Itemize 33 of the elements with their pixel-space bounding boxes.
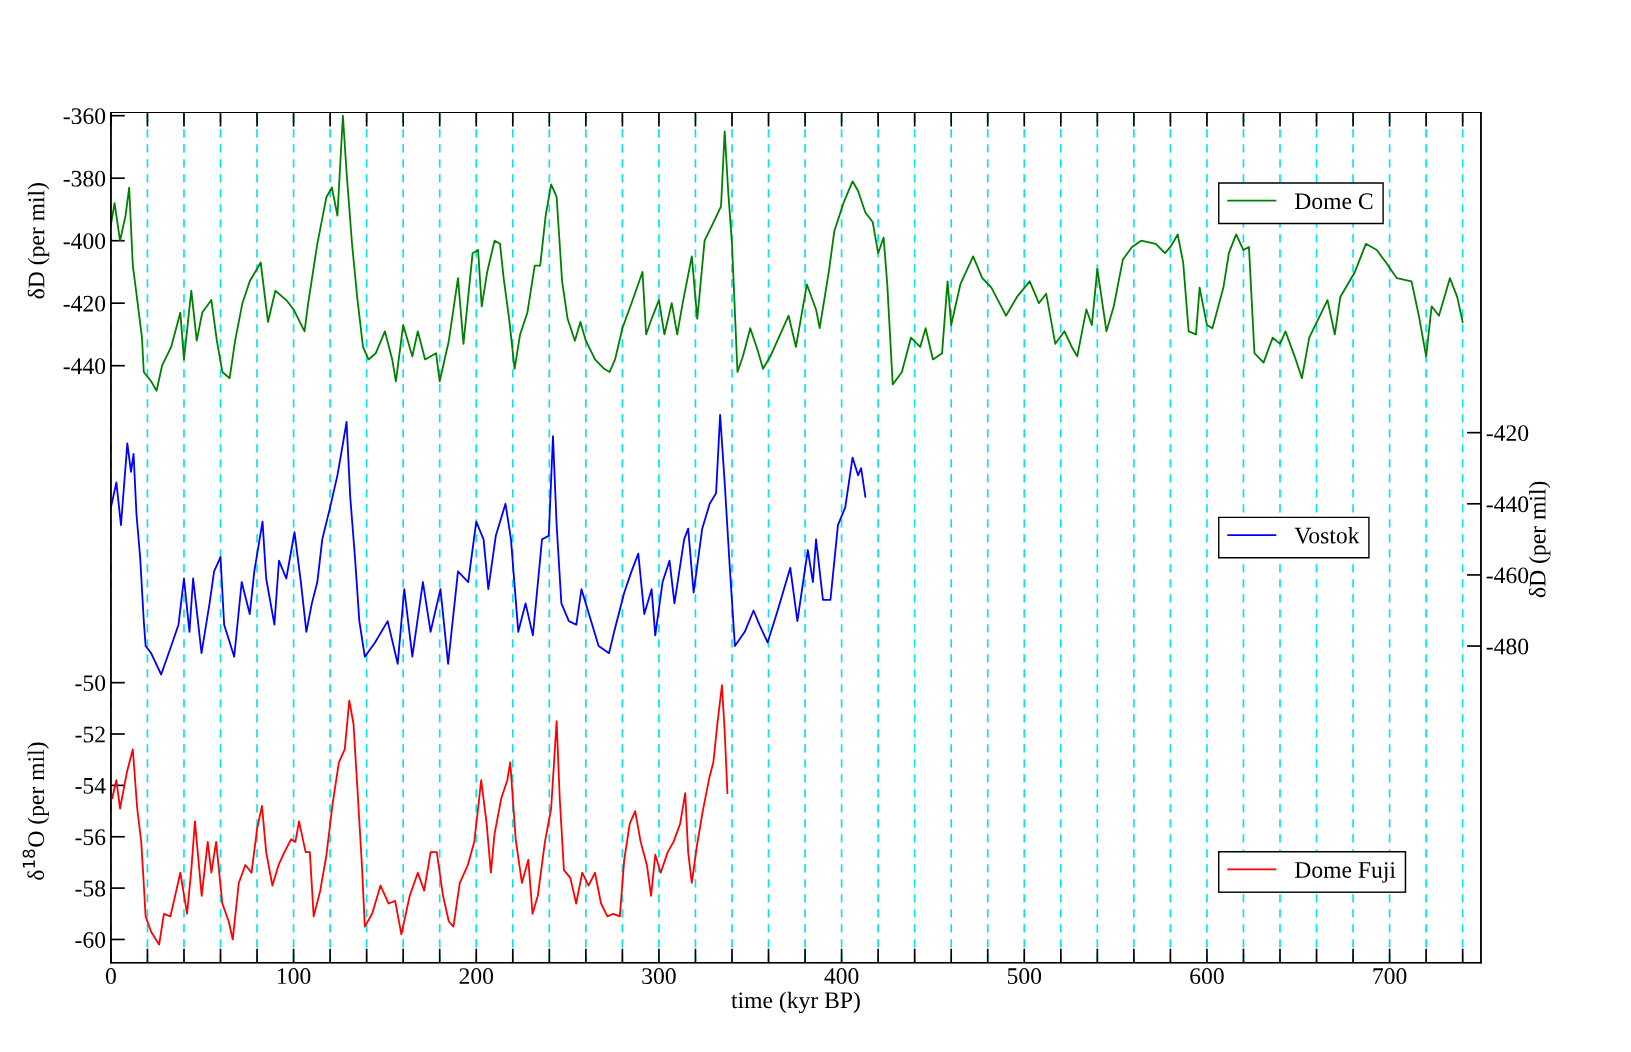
y3-tick-label: -52 <box>75 726 105 743</box>
x-tick-label: 100 <box>277 968 311 985</box>
x-tick-label: 400 <box>824 968 859 985</box>
y-tick-label: -440 <box>63 358 106 375</box>
y3-tick-label: -56 <box>75 829 106 846</box>
y-tick-label: -380 <box>63 170 106 187</box>
x-tick-label: 700 <box>1373 968 1407 985</box>
x-axis-title: time (kyr BP) <box>731 991 860 1014</box>
x-tick-label: 200 <box>459 968 494 985</box>
y2-tick-label: -460 <box>1486 567 1529 584</box>
legend-label: Dome C <box>1294 193 1373 210</box>
x-tick-label: 600 <box>1190 968 1224 985</box>
y2-tick-label: -480 <box>1486 638 1529 655</box>
legend-label: Dome Fuji <box>1294 862 1396 883</box>
y-tick-label: -360 <box>63 108 106 125</box>
line-series <box>110 413 867 676</box>
y2-tick-label: -440 <box>1486 496 1529 513</box>
x-tick-label: 300 <box>642 968 676 985</box>
y2-axis-title: δD (per mil) <box>1528 481 1551 598</box>
x-tick-label: 0 <box>105 968 116 985</box>
y-tick-label: -420 <box>63 295 106 312</box>
line-series <box>111 684 729 946</box>
x-tick-label: 500 <box>1007 968 1042 985</box>
y3-tick-label: -58 <box>75 880 106 897</box>
y3-tick-label: -50 <box>75 675 106 692</box>
y-axis-title: δD (per mil) <box>27 183 50 299</box>
y2-tick-label: -420 <box>1486 425 1529 442</box>
y3-tick-label: -60 <box>75 931 106 948</box>
y3-tick-label: -54 <box>75 778 106 794</box>
y3-axis-title: δ$^{18}$O (per mil) <box>22 742 49 880</box>
legend-label: Vostok <box>1294 526 1360 544</box>
line-series <box>110 114 1464 392</box>
y-tick-label: -400 <box>63 233 106 250</box>
